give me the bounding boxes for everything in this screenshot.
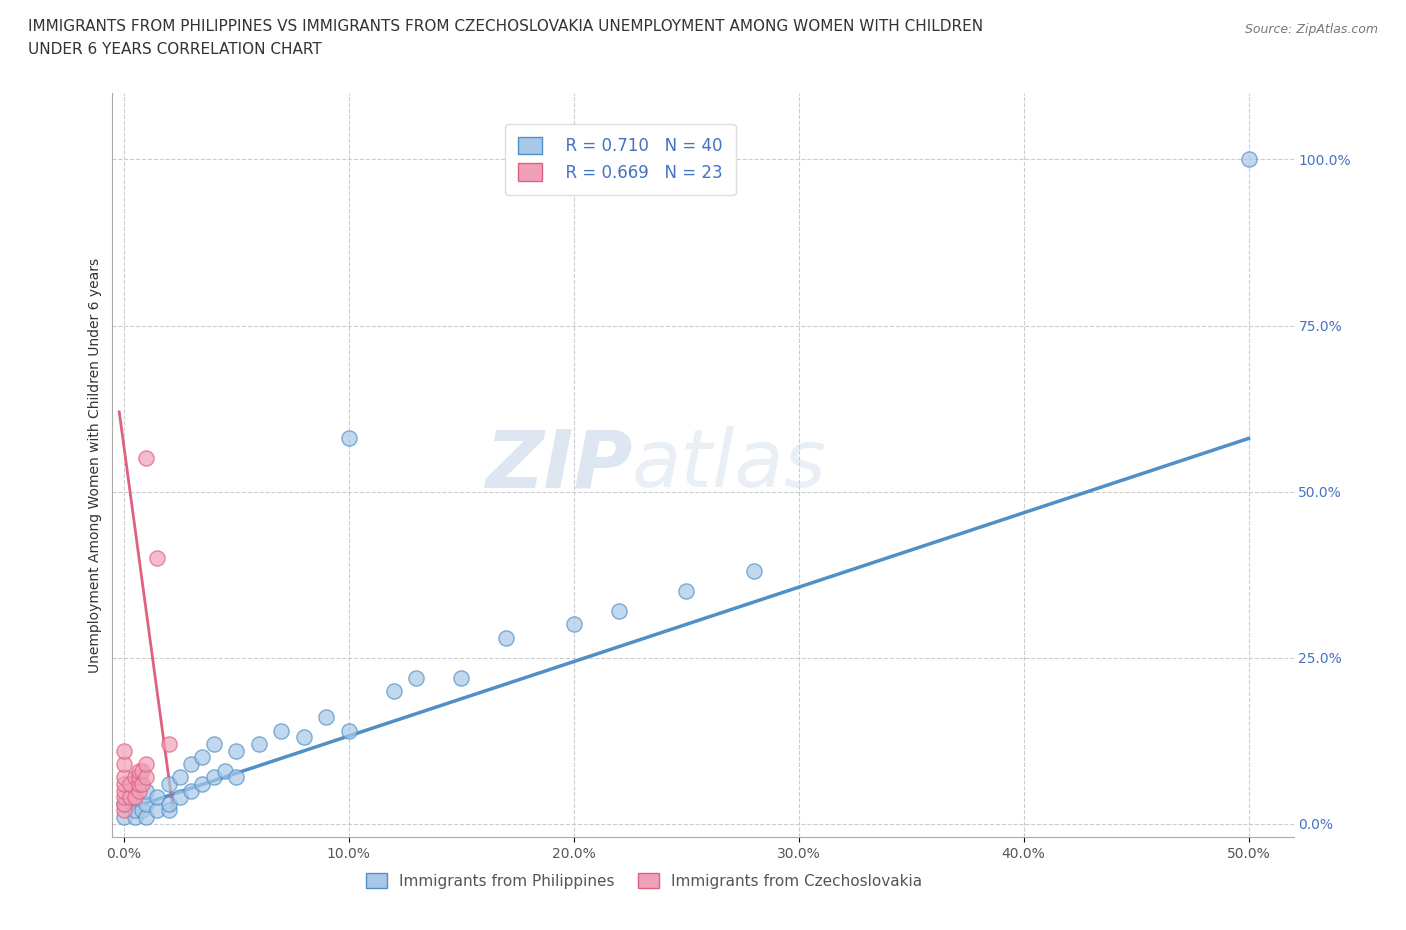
Point: [607, 604, 630, 618]
Point: [202, 770, 225, 785]
Point: [495, 631, 517, 645]
Point: [112, 796, 135, 811]
Point: [191, 777, 214, 791]
Point: [112, 790, 135, 804]
Point: [180, 756, 202, 771]
Point: [157, 803, 180, 817]
Point: [180, 783, 202, 798]
Point: [337, 724, 360, 738]
Point: [120, 777, 142, 791]
Point: [135, 756, 157, 771]
Point: [382, 684, 405, 698]
Point: [146, 551, 169, 565]
Point: [131, 777, 153, 791]
Point: [124, 803, 146, 817]
Text: Source: ZipAtlas.com: Source: ZipAtlas.com: [1244, 23, 1378, 36]
Point: [128, 777, 150, 791]
Point: [225, 743, 247, 758]
Point: [112, 810, 135, 825]
Point: [146, 803, 169, 817]
Point: [131, 764, 153, 778]
Text: atlas: atlas: [633, 426, 827, 504]
Point: [214, 764, 236, 778]
Text: UNDER 6 YEARS CORRELATION CHART: UNDER 6 YEARS CORRELATION CHART: [28, 42, 322, 57]
Point: [112, 777, 135, 791]
Point: [292, 730, 315, 745]
Point: [112, 770, 135, 785]
Point: [742, 564, 765, 578]
Point: [270, 724, 292, 738]
Y-axis label: Unemployment Among Women with Children Under 6 years: Unemployment Among Women with Children U…: [89, 258, 103, 672]
Point: [146, 790, 169, 804]
Point: [128, 764, 150, 778]
Point: [128, 770, 150, 785]
Text: IMMIGRANTS FROM PHILIPPINES VS IMMIGRANTS FROM CZECHOSLOVAKIA UNEMPLOYMENT AMONG: IMMIGRANTS FROM PHILIPPINES VS IMMIGRANT…: [28, 19, 983, 33]
Point: [169, 770, 191, 785]
Point: [135, 451, 157, 466]
Point: [131, 803, 153, 817]
Point: [135, 770, 157, 785]
Point: [450, 671, 472, 685]
Point: [1237, 152, 1260, 166]
Point: [124, 790, 146, 804]
Point: [157, 737, 180, 751]
Point: [112, 783, 135, 798]
Point: [562, 617, 585, 631]
Point: [405, 671, 427, 685]
Point: [225, 770, 247, 785]
Point: [112, 803, 135, 817]
Point: [157, 796, 180, 811]
Point: [135, 810, 157, 825]
Point: [315, 710, 337, 724]
Point: [112, 743, 135, 758]
Point: [157, 777, 180, 791]
Point: [337, 431, 360, 445]
Point: [191, 750, 214, 764]
Point: [169, 790, 191, 804]
Point: [124, 790, 146, 804]
Text: ZIP: ZIP: [485, 426, 633, 504]
Point: [112, 756, 135, 771]
Legend: Immigrants from Philippines, Immigrants from Czechoslovakia: Immigrants from Philippines, Immigrants …: [359, 865, 929, 897]
Point: [124, 810, 146, 825]
Point: [135, 796, 157, 811]
Point: [135, 783, 157, 798]
Point: [124, 770, 146, 785]
Point: [120, 790, 142, 804]
Point: [112, 796, 135, 811]
Point: [675, 584, 697, 599]
Point: [128, 783, 150, 798]
Point: [202, 737, 225, 751]
Point: [247, 737, 270, 751]
